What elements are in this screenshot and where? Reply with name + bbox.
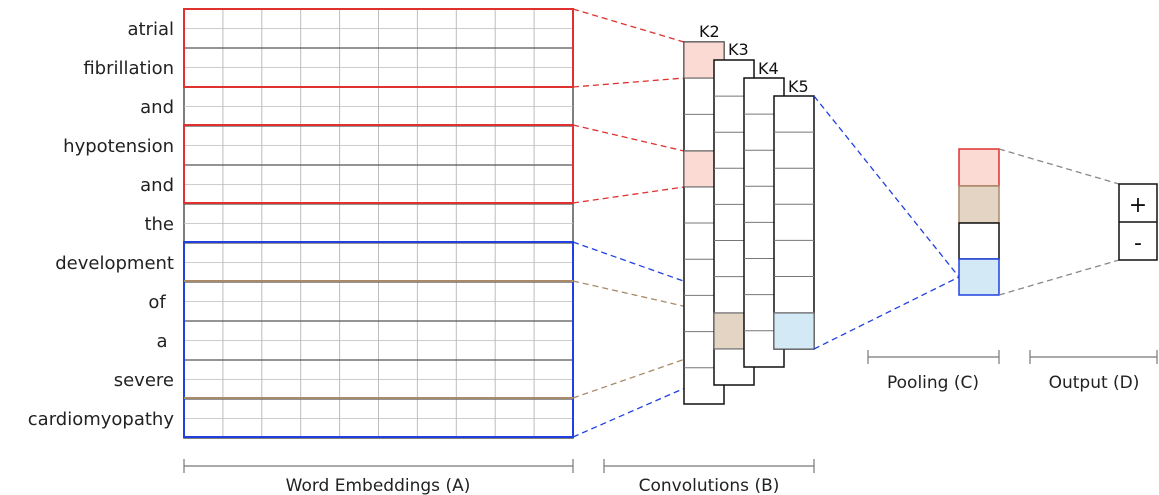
output-plus: + [1129, 193, 1147, 218]
word-label: fibrillation [83, 58, 174, 79]
label-word-embeddings: Word Embeddings (A) [286, 476, 471, 495]
red-window-2 [183, 124, 574, 204]
pooling-vector [958, 148, 1000, 296]
word-label: atrial [127, 19, 174, 40]
connector-lines-c-d [998, 148, 1120, 296]
conv-column-k5 [773, 95, 815, 350]
word-label: hypotension [63, 136, 174, 157]
section-brackets [183, 350, 1158, 473]
word-label: of [148, 292, 166, 313]
red-window-1 [183, 8, 574, 88]
word-label: the [144, 214, 174, 235]
label-convolutions: Convolutions (B) [639, 476, 780, 495]
convolution-columns [683, 41, 815, 405]
word-label: and [140, 97, 174, 118]
word-label: development [55, 253, 174, 274]
label-output: Output (D) [1049, 373, 1140, 393]
kernel-label-k5: K5 [788, 77, 809, 96]
kernel-label-k3: K3 [728, 40, 749, 59]
label-pooling: Pooling (C) [887, 373, 979, 393]
embedding-matrix [183, 8, 574, 439]
word-labels: atrial fibrillation and hypotension and the de… [28, 19, 175, 430]
connector-lines-b-c [813, 95, 960, 350]
word-label: a [156, 331, 167, 352]
word-label: cardiomyopathy [28, 409, 175, 430]
kernel-label-k2: K2 [699, 22, 720, 41]
word-label: severe [114, 370, 174, 391]
output-box: + - [1118, 183, 1158, 261]
blue-window [183, 241, 574, 438]
kernel-label-k4: K4 [758, 59, 779, 78]
word-label: and [140, 175, 174, 196]
output-minus: - [1134, 231, 1142, 256]
